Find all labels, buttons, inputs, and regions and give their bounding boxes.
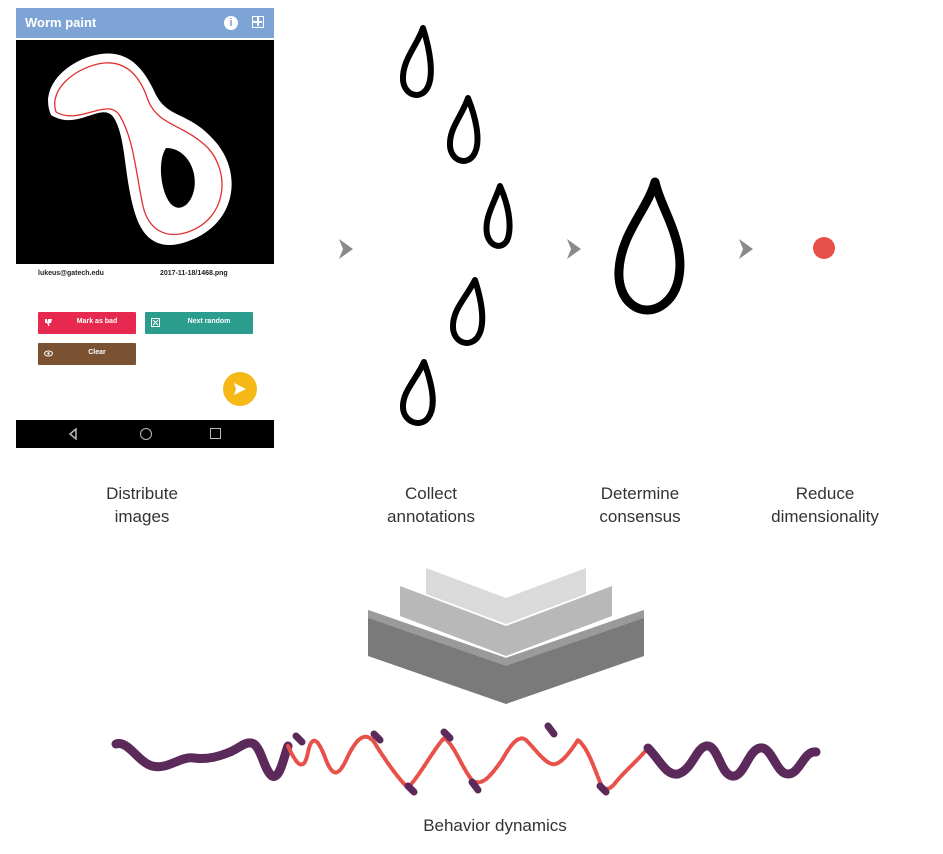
image-filename: 2017-11-18/1468.png xyxy=(160,270,228,277)
recent-apps-icon[interactable] xyxy=(210,428,221,439)
stage-label-line: consensus xyxy=(599,507,681,526)
back-icon[interactable] xyxy=(68,428,78,440)
android-nav-bar xyxy=(16,420,274,448)
annotation-outline-5 xyxy=(400,359,436,426)
stage-label-line: Collect xyxy=(405,484,457,503)
behavior-dynamics-label: Behavior dynamics xyxy=(423,816,567,835)
grid-icon[interactable] xyxy=(252,16,264,28)
app-bar: Worm paint i xyxy=(16,8,274,38)
stage-label-consensus: Determine consensus xyxy=(560,482,720,528)
annotation-outline-2 xyxy=(446,95,481,164)
app-title: Worm paint xyxy=(25,15,97,30)
annotation-outlines xyxy=(400,25,513,426)
stage-label-reduce: Reduce dimensionality xyxy=(745,482,905,528)
behavior-dynamics-trace xyxy=(111,722,821,796)
phone-app-mockup: Worm paint i lukeus@gatech.edu 2017-11-1… xyxy=(16,8,274,448)
info-icon[interactable]: i xyxy=(224,16,238,30)
stage-label-collect: Collect annotations xyxy=(351,482,511,528)
worm-image-canvas[interactable] xyxy=(16,40,274,264)
annotation-outline-1 xyxy=(400,25,434,98)
consensus-outline xyxy=(614,177,685,315)
eye-icon xyxy=(44,349,53,358)
stage-label-line: dimensionality xyxy=(771,507,879,526)
trace-segment-active xyxy=(286,734,650,791)
send-fab-button[interactable] xyxy=(223,372,257,406)
annotation-outline-3 xyxy=(483,183,513,249)
chevron-layer-mid xyxy=(400,586,612,656)
trace-segment-calm-right xyxy=(643,741,821,781)
stage-label-line: Reduce xyxy=(795,484,855,503)
stage-label-line: Distribute xyxy=(106,484,178,503)
send-icon xyxy=(234,383,246,395)
chevron-right-icon xyxy=(339,239,353,259)
chevron-right-icon xyxy=(567,239,581,259)
reduced-point xyxy=(813,237,835,259)
stage-label-line: images xyxy=(114,507,170,526)
stage-label-line: Determine xyxy=(600,484,680,503)
clear-label: Clear xyxy=(88,349,106,356)
shuffle-icon xyxy=(151,318,160,327)
annotation-outline-4 xyxy=(450,277,486,346)
thumbs-down-icon xyxy=(44,318,53,327)
aggregate-chevron-stack xyxy=(368,568,644,704)
trace-segment-calm-left xyxy=(111,738,293,781)
stage-label-line: annotations xyxy=(387,507,475,526)
user-email: lukeus@gatech.edu xyxy=(38,270,104,277)
next-random-button[interactable]: Next random xyxy=(145,312,253,334)
chevron-layer-back xyxy=(426,568,586,624)
clear-button[interactable]: Clear xyxy=(38,343,136,365)
stage-label-distribute: Distribute images xyxy=(62,482,222,528)
home-icon[interactable] xyxy=(140,428,152,440)
chevron-layer-front xyxy=(368,610,644,704)
trace-peak-markers xyxy=(292,722,610,796)
chevron-right-icon xyxy=(739,239,753,259)
mark-bad-button[interactable]: Mark as bad xyxy=(38,312,136,334)
worm-drawing xyxy=(48,53,232,246)
next-random-label: Next random xyxy=(187,318,231,325)
mark-bad-label: Mark as bad xyxy=(76,318,118,325)
